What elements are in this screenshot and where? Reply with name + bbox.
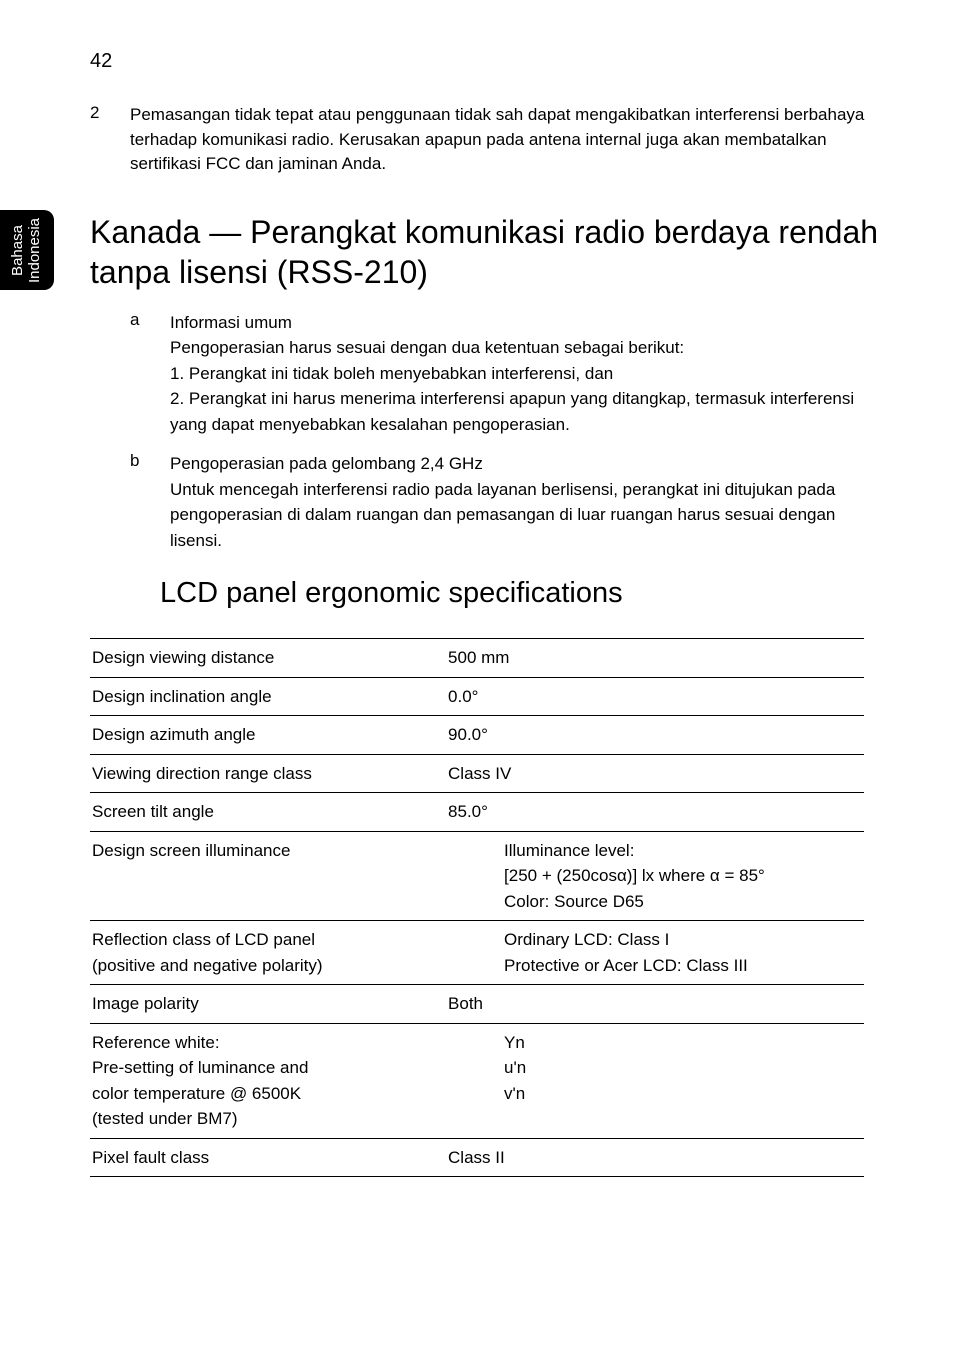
- table-row: Design azimuth angle 90.0°: [90, 716, 864, 755]
- r7-key1: Reflection class of LCD panel: [92, 930, 315, 949]
- spec-val: 0.0°: [446, 677, 864, 716]
- table-row: Design inclination angle 0.0°: [90, 677, 864, 716]
- table-row: Image polarity Both: [90, 985, 864, 1024]
- letter-a: a: [130, 310, 170, 438]
- item-a-line2: 1. Perangkat ini tidak boleh menyebabkan…: [170, 364, 613, 383]
- list-number: 2: [90, 103, 130, 177]
- spec-val: Ordinary LCD: Class I Protective or Acer…: [446, 921, 864, 985]
- item-a-line1: Pengoperasian harus sesuai dengan dua ke…: [170, 338, 684, 357]
- r9-val3: v'n: [504, 1084, 525, 1103]
- letter-b-body: Pengoperasian pada gelombang 2,4 GHz Unt…: [170, 451, 884, 553]
- r7-val2: Protective or Acer LCD: Class III: [504, 956, 748, 975]
- letter-item-b: b Pengoperasian pada gelombang 2,4 GHz U…: [130, 451, 884, 553]
- r6-line3: Color: Source D65: [504, 892, 644, 911]
- numbered-item-2: 2 Pemasangan tidak tepat atau penggunaan…: [90, 103, 884, 177]
- spec-val: Yn u'n v'n: [446, 1023, 864, 1138]
- table-row: Pixel fault class Class II: [90, 1138, 864, 1177]
- r9-val2: u'n: [504, 1058, 526, 1077]
- section-heading-kanada: Kanada — Perangkat komunikasi radio berd…: [90, 212, 884, 292]
- r7-val1: Ordinary LCD: Class I: [504, 930, 669, 949]
- r9-key3: color temperature @ 6500K: [92, 1084, 301, 1103]
- letter-item-a: a Informasi umum Pengoperasian harus ses…: [130, 310, 884, 438]
- item-b-line1: Untuk mencegah interferensi radio pada l…: [170, 480, 835, 550]
- spec-key: Viewing direction range class: [90, 754, 446, 793]
- r7-key2: (positive and negative polarity): [92, 956, 323, 975]
- r6-line1: Illuminance level:: [504, 841, 634, 860]
- table-row: Reflection class of LCD panel (positive …: [90, 921, 864, 985]
- specs-table: Design viewing distance 500 mm Design in…: [90, 638, 864, 1177]
- r9-key2: Pre-setting of luminance and: [92, 1058, 308, 1077]
- side-language-tab: BahasaIndonesia: [0, 210, 54, 290]
- r9-val1: Yn: [504, 1033, 525, 1052]
- spec-val: Class II: [446, 1138, 864, 1177]
- spec-val: 90.0°: [446, 716, 864, 755]
- spec-key: Design viewing distance: [90, 639, 446, 678]
- spec-key: Design azimuth angle: [90, 716, 446, 755]
- spec-val: Both: [446, 985, 864, 1024]
- spec-key: Screen tilt angle: [90, 793, 446, 832]
- page-number: 42: [90, 50, 884, 73]
- item-b-title: Pengoperasian pada gelombang 2,4 GHz: [170, 454, 483, 473]
- side-language-label: BahasaIndonesia: [11, 217, 44, 282]
- table-row: Screen tilt angle 85.0°: [90, 793, 864, 832]
- section-heading-lcd: LCD panel ergonomic specifications: [160, 577, 884, 610]
- item-a-line3: 2. Perangkat ini harus menerima interfer…: [170, 389, 854, 434]
- letter-list: a Informasi umum Pengoperasian harus ses…: [130, 310, 884, 554]
- spec-key: Design inclination angle: [90, 677, 446, 716]
- spec-val: Illuminance level: [250 + (250cosα)] lx …: [446, 831, 864, 921]
- table-row: Design screen illuminance Illuminance le…: [90, 831, 864, 921]
- spec-key: Reference white: Pre-setting of luminanc…: [90, 1023, 446, 1138]
- table-row: Reference white: Pre-setting of luminanc…: [90, 1023, 864, 1138]
- item-a-title: Informasi umum: [170, 313, 292, 332]
- spec-key: Image polarity: [90, 985, 446, 1024]
- spec-val: 500 mm: [446, 639, 864, 678]
- r9-key1: Reference white:: [92, 1033, 220, 1052]
- spec-key: Pixel fault class: [90, 1138, 446, 1177]
- r6-line2: [250 + (250cosα)] lx where α = 85°: [504, 866, 765, 885]
- letter-a-body: Informasi umum Pengoperasian harus sesua…: [170, 310, 884, 438]
- spec-key: Design screen illuminance: [90, 831, 446, 921]
- table-row: Design viewing distance 500 mm: [90, 639, 864, 678]
- list-text: Pemasangan tidak tepat atau penggunaan t…: [130, 103, 884, 177]
- spec-val: 85.0°: [446, 793, 864, 832]
- table-row: Viewing direction range class Class IV: [90, 754, 864, 793]
- spec-val: Class IV: [446, 754, 864, 793]
- r9-key4: (tested under BM7): [92, 1109, 238, 1128]
- spec-key: Reflection class of LCD panel (positive …: [90, 921, 446, 985]
- letter-b: b: [130, 451, 170, 553]
